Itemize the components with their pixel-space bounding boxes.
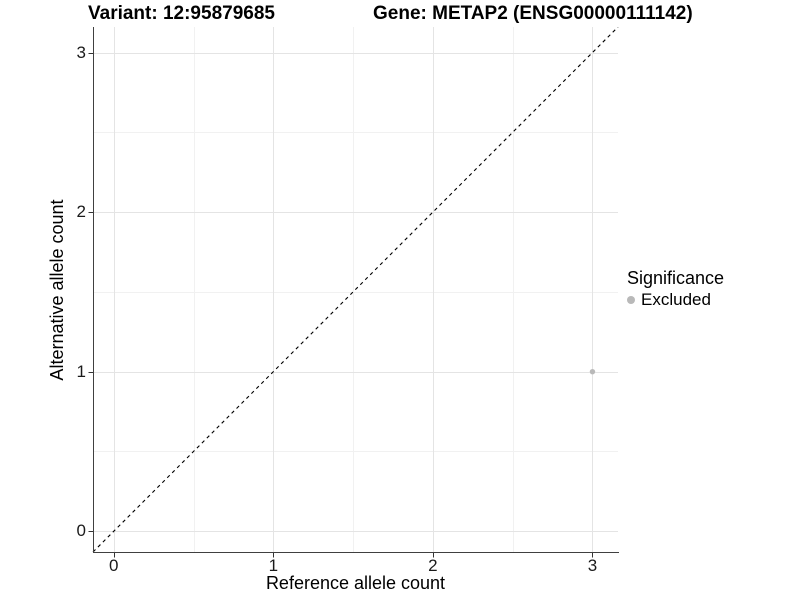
plot-panel [88, 27, 619, 558]
legend-label: Excluded [641, 290, 711, 309]
plot-title-variant: Variant: 12:95879685 [88, 3, 275, 24]
x-tick-label: 2 [428, 556, 438, 575]
x-tick-label: 3 [587, 556, 598, 575]
y-tick-label: 2 [76, 202, 86, 222]
x-tick-label: 0 [109, 556, 119, 575]
legend-title: Significance [627, 268, 725, 288]
x-tick-label: 1 [268, 556, 279, 575]
data-point-excluded [589, 368, 596, 375]
legend-entries: Excluded [627, 290, 724, 310]
legend-entry-excluded: Excluded [627, 290, 724, 310]
legend-point-icon [627, 296, 635, 304]
x-axis-title: Reference allele count [265, 573, 446, 593]
plot-title-gene: Gene: METAP2 (ENSG00000111142) [373, 3, 693, 24]
y-tick-label: 3 [76, 42, 86, 62]
y-axis-title: Alternative allele count [47, 199, 67, 381]
legend: Significance Excluded [627, 266, 724, 310]
y-tick-label: 0 [76, 521, 86, 541]
y-tick-label: 1 [76, 361, 86, 381]
identity-line [92, 27, 619, 553]
